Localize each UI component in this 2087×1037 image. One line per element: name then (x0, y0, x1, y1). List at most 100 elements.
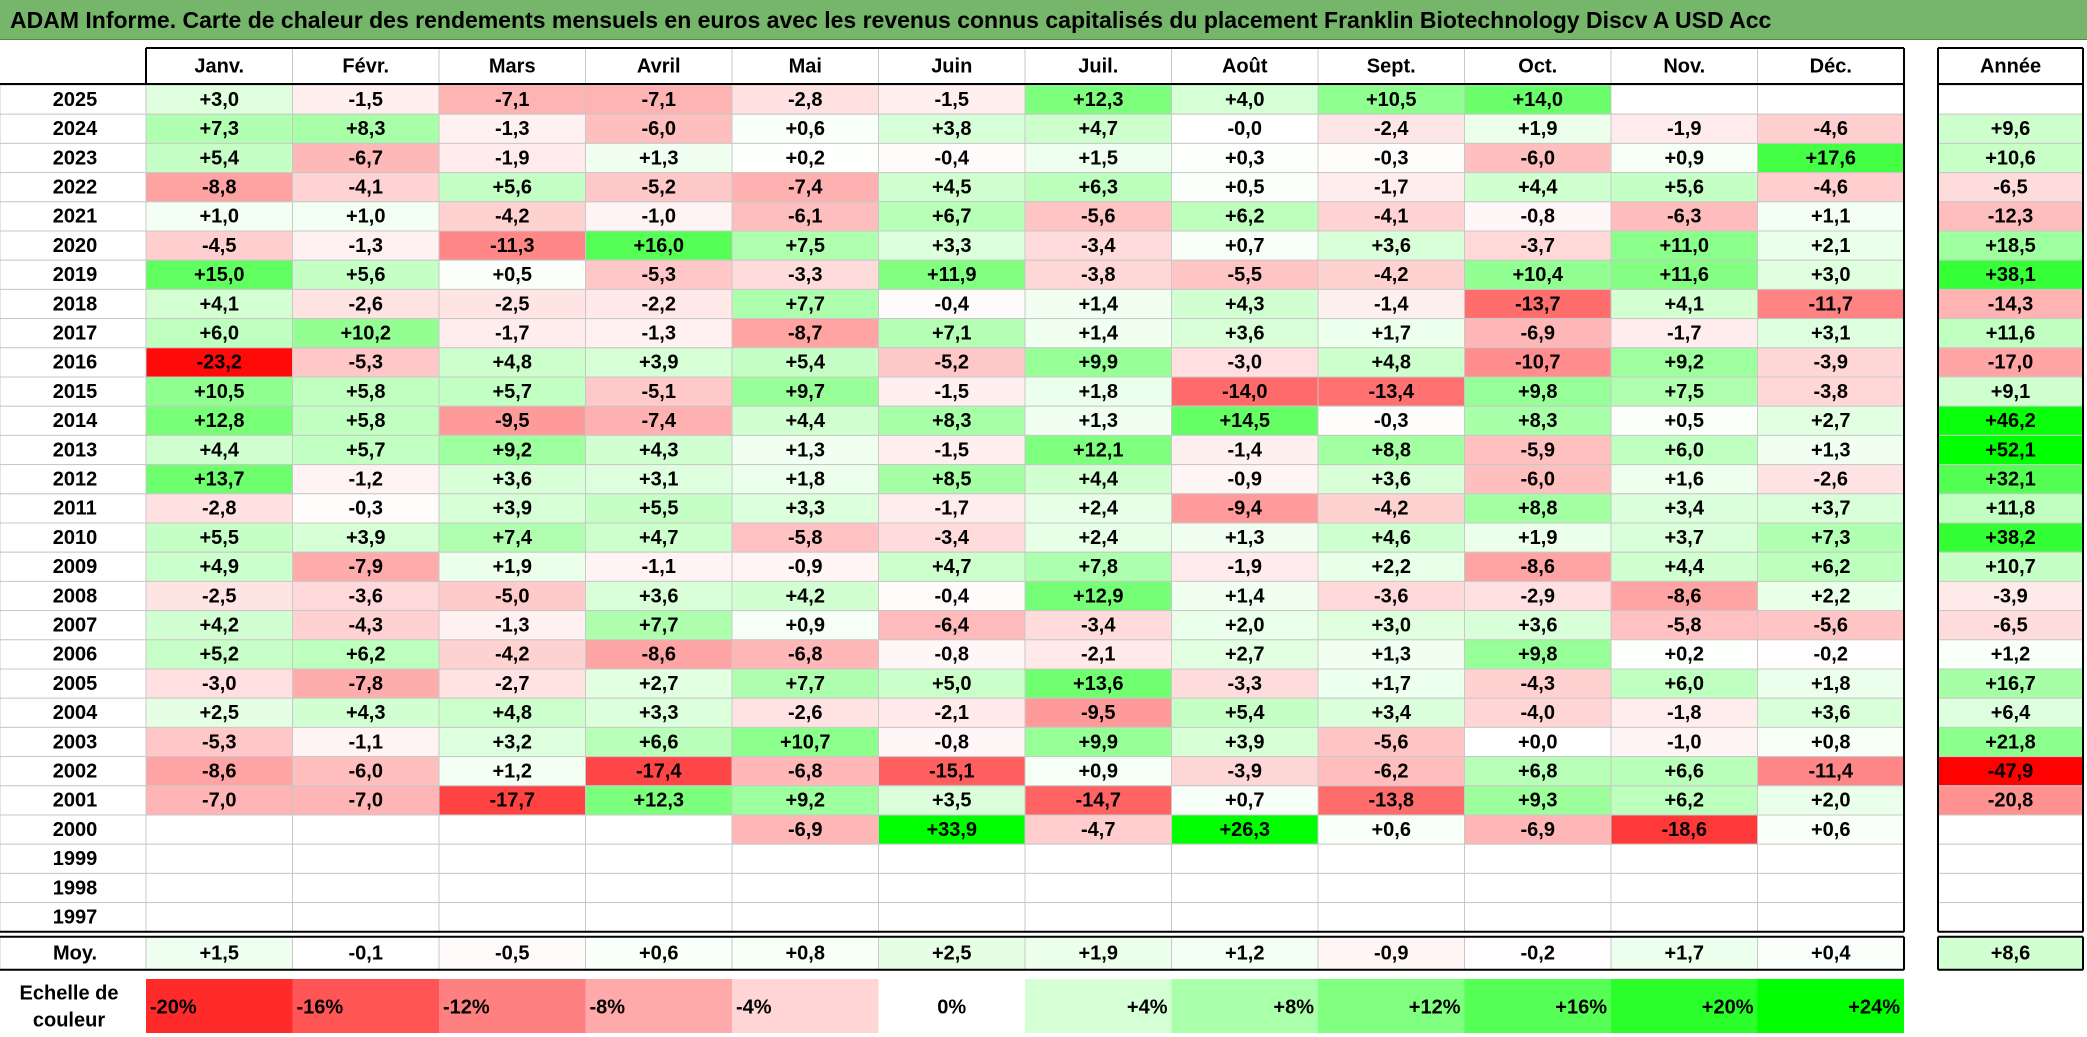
year-label: 2023 (53, 147, 98, 169)
heatmap-cell (585, 639, 733, 670)
cell-value: +3,1 (1811, 322, 1850, 344)
cell-value: -1,0 (1667, 731, 1701, 753)
scale-label-value: -20% (150, 996, 197, 1018)
cell-value: +5,0 (932, 673, 971, 695)
cell-value: +14,0 (1512, 89, 1563, 111)
cell-value: -14,0 (1222, 381, 1268, 403)
cell-value: -1,5 (349, 89, 383, 111)
cell-value: -0,9 (788, 556, 822, 578)
cell-value: +5,4 (786, 352, 826, 374)
heatmap-cell (1464, 756, 1612, 787)
cell-value: +5,7 (346, 439, 385, 461)
heatmap-cell (1464, 318, 1612, 349)
heatmap-cell (1317, 551, 1465, 582)
heatmap-cell (1610, 522, 1758, 553)
cell-value: +0,7 (1225, 790, 1264, 812)
cell-value: +6,6 (1665, 760, 1704, 782)
heatmap-cell (1464, 376, 1612, 407)
cell-value: +9,2 (786, 790, 825, 812)
heatmap-cell (1171, 902, 1319, 933)
cell-value: +4,3 (1225, 293, 1264, 315)
heatmap-cell (1757, 288, 1905, 320)
heatmap-cell (292, 493, 440, 524)
cell-value: +9,7 (786, 381, 825, 403)
avg-value: -0,5 (495, 943, 529, 965)
heatmap-cell (1464, 843, 1612, 874)
heatmap-cell (1024, 201, 1172, 232)
heatmap-cell (1171, 376, 1319, 407)
cell-value: -5,6 (1081, 206, 1115, 228)
scale-label-value: -12% (443, 996, 490, 1018)
annual-value: +52,1 (1985, 439, 2036, 461)
cell-value: -23,2 (196, 352, 242, 374)
cell-value: -5,9 (1521, 439, 1555, 461)
cell-value: +1,7 (1372, 673, 1411, 695)
annual-value: +38,2 (1985, 527, 2036, 549)
heatmap-cell (731, 201, 879, 232)
heatmap-cell (1757, 172, 1905, 203)
cell-value: +5,6 (493, 176, 532, 198)
cell-value: +3,4 (1372, 702, 1412, 724)
cell-value: +4,4 (1079, 468, 1119, 490)
cell-value: +3,9 (493, 498, 532, 520)
month-header-cell (1610, 47, 1758, 85)
heatmap-cell (292, 172, 440, 203)
cell-value: +3,7 (1665, 527, 1704, 549)
heatmap-cell (731, 843, 879, 874)
cell-value: -1,1 (642, 556, 676, 578)
year-label: 2004 (53, 702, 98, 724)
year-label: 2020 (53, 235, 98, 257)
cell-value: -5,6 (1374, 731, 1408, 753)
cell-value: -3,6 (349, 585, 383, 607)
cell-value: -3,7 (1521, 235, 1555, 257)
cell-value: -0,3 (1374, 147, 1408, 169)
heatmap-cell (1610, 902, 1758, 933)
cell-value: +4,8 (1372, 352, 1411, 374)
heatmap-cell (1171, 201, 1319, 232)
heatmap-cell (292, 464, 440, 495)
heatmap-cell (1757, 843, 1905, 874)
cell-value: -2,6 (788, 702, 822, 724)
cell-value: +4,6 (1372, 527, 1411, 549)
cell-value: -5,2 (642, 176, 676, 198)
avg-value: +0,6 (639, 943, 678, 965)
cell-value: +8,5 (932, 468, 971, 490)
avg-value: +1,7 (1665, 943, 1704, 965)
heatmap-cell (438, 522, 586, 553)
heatmap-cell (1317, 434, 1465, 466)
heatmap-cell (1171, 580, 1319, 612)
cell-value: +10,2 (340, 322, 391, 344)
cell-value: +9,8 (1518, 644, 1557, 666)
heatmap-cell (1464, 464, 1612, 495)
cell-value: +4,7 (639, 527, 678, 549)
heatmap-cell (1024, 84, 1172, 115)
cell-value: +11,9 (927, 264, 977, 286)
heatmap-cell (878, 756, 1026, 787)
cell-value: -1,8 (1667, 702, 1701, 724)
cell-value: -6,0 (349, 760, 383, 782)
cell-value: +3,6 (1811, 702, 1850, 724)
heatmap-cell (731, 756, 879, 787)
month-header-label: Avril (637, 55, 681, 77)
cell-value: +1,2 (493, 760, 532, 782)
cell-value: -7,4 (788, 176, 823, 198)
cell-value: -2,4 (1374, 118, 1409, 140)
month-header-label: Sept. (1367, 55, 1416, 77)
cell-value: +7,3 (1811, 527, 1850, 549)
cell-value: +8,8 (1372, 439, 1411, 461)
cell-value: +4,0 (1225, 89, 1264, 111)
avg-value: -0,9 (1374, 943, 1408, 965)
heatmap-cell (1610, 84, 1758, 115)
annual-value: -6,5 (1993, 176, 2027, 198)
cell-value: +1,8 (1811, 673, 1850, 695)
cell-value: +3,0 (200, 89, 239, 111)
cell-value: +12,9 (1073, 585, 1124, 607)
cell-value: -14,7 (1075, 790, 1121, 812)
scale-label: couleur (33, 1009, 105, 1031)
heatmap-cell (1757, 697, 1905, 728)
cell-value: -5,3 (202, 731, 236, 753)
year-label: 2021 (53, 206, 98, 228)
cell-value: +1,9 (1518, 118, 1557, 140)
cell-value: +0,9 (1665, 147, 1704, 169)
year-label: 2017 (53, 322, 98, 344)
